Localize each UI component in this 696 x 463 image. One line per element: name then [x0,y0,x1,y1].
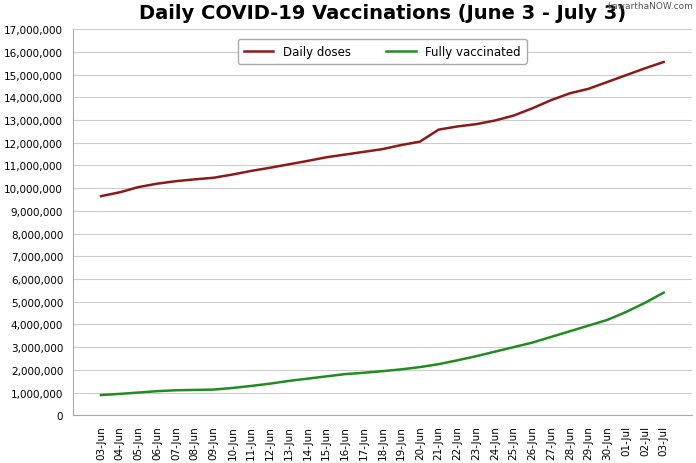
Fully vaccinated [641,300,649,306]
Daily doses [641,66,649,72]
Daily doses [491,119,499,124]
Fully vaccinated [322,374,331,379]
Daily doses [528,106,537,112]
Daily doses [285,162,293,168]
Fully vaccinated [303,376,312,382]
Line: Fully vaccinated: Fully vaccinated [101,293,664,395]
Fully vaccinated [134,390,143,395]
Fully vaccinated [472,354,480,359]
Daily doses [566,91,574,97]
Fully vaccinated [397,367,405,372]
Fully vaccinated [285,378,293,384]
Fully vaccinated [228,385,237,391]
Fully vaccinated [566,329,574,334]
Fully vaccinated [603,318,612,323]
Daily doses [209,175,218,181]
Daily doses [303,159,312,164]
Daily doses [97,194,105,200]
Fully vaccinated [547,334,555,340]
Daily doses [472,122,480,128]
Fully vaccinated [359,370,367,376]
Line: Daily doses: Daily doses [101,63,664,197]
Fully vaccinated [191,388,199,393]
Fully vaccinated [528,340,537,345]
Daily doses [359,150,367,155]
Fully vaccinated [247,383,255,389]
Daily doses [622,73,631,79]
Fully vaccinated [116,391,124,397]
Fully vaccinated [153,388,161,394]
Daily doses [434,128,443,133]
Legend: Daily doses, Fully vaccinated: Daily doses, Fully vaccinated [238,40,527,65]
Fully vaccinated [491,349,499,355]
Fully vaccinated [97,393,105,398]
Title: Daily COVID-19 Vaccinations (June 3 - July 3): Daily COVID-19 Vaccinations (June 3 - Ju… [139,4,626,23]
Daily doses [416,139,424,145]
Fully vaccinated [340,371,349,377]
Daily doses [322,155,331,161]
Daily doses [453,125,461,130]
Fully vaccinated [622,309,631,315]
Fully vaccinated [434,362,443,367]
Fully vaccinated [266,381,274,387]
Daily doses [603,80,612,86]
Fully vaccinated [660,290,668,296]
Daily doses [340,152,349,158]
Daily doses [585,87,593,92]
Daily doses [378,147,386,153]
Daily doses [228,172,237,178]
Daily doses [191,177,199,183]
Daily doses [247,169,255,175]
Fully vaccinated [378,369,386,374]
Fully vaccinated [172,388,180,393]
Fully vaccinated [209,387,218,393]
Daily doses [397,143,405,149]
Daily doses [172,179,180,185]
Fully vaccinated [585,323,593,329]
Daily doses [134,185,143,190]
Daily doses [509,113,518,119]
Fully vaccinated [509,344,518,350]
Daily doses [266,166,274,171]
Fully vaccinated [416,364,424,370]
Fully vaccinated [453,358,461,363]
Daily doses [153,181,161,187]
Daily doses [547,98,555,104]
Daily doses [660,60,668,66]
Daily doses [116,190,124,196]
Text: kawarthaNOW.com: kawarthaNOW.com [607,2,693,11]
